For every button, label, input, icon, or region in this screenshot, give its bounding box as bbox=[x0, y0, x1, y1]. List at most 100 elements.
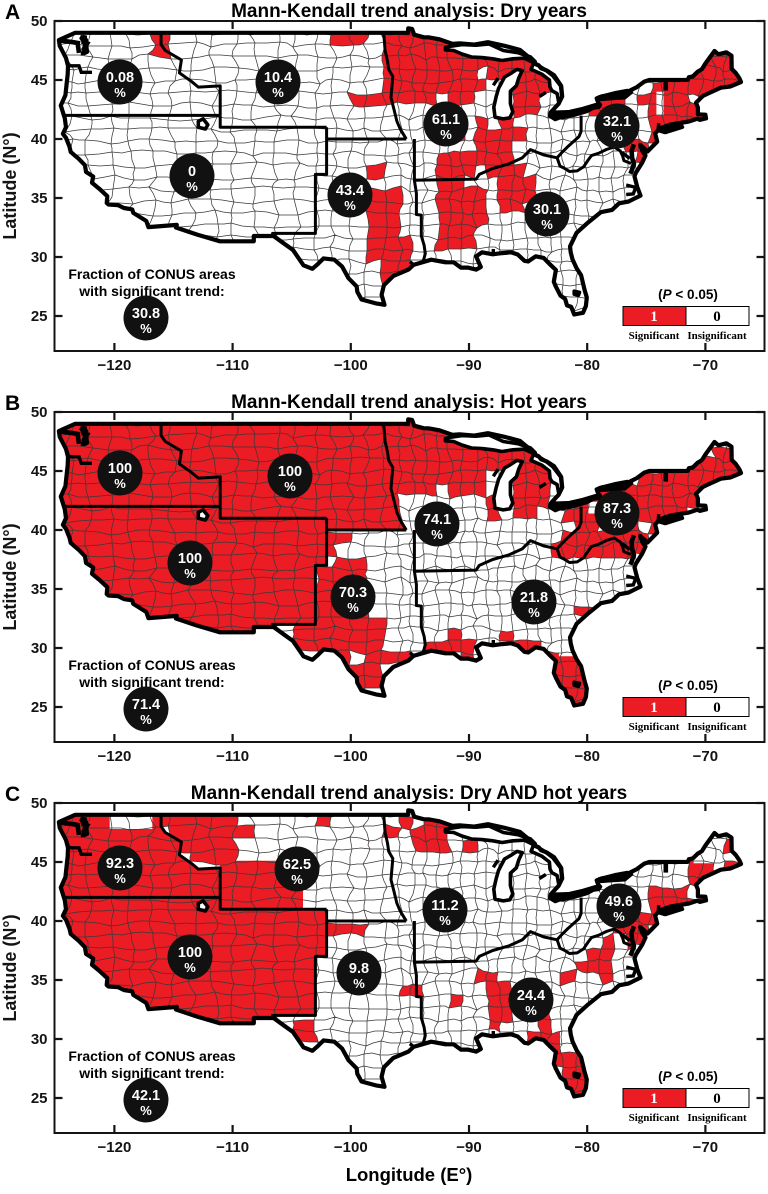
svg-text:%: % bbox=[439, 913, 451, 928]
svg-text:%: % bbox=[284, 479, 296, 494]
svg-text:−80: −80 bbox=[574, 357, 599, 374]
svg-text:45: 45 bbox=[31, 854, 48, 871]
svg-text:Latitude (N°): Latitude (N°) bbox=[0, 132, 20, 239]
svg-text:%: % bbox=[440, 127, 452, 142]
svg-text:%: % bbox=[431, 527, 443, 542]
svg-text:%: % bbox=[525, 1003, 537, 1018]
svg-text:−100: −100 bbox=[334, 748, 368, 765]
svg-text:50: 50 bbox=[31, 404, 48, 421]
svg-text:21.8: 21.8 bbox=[520, 590, 548, 606]
svg-text:Latitude (N°): Latitude (N°) bbox=[0, 914, 20, 1021]
svg-text:−120: −120 bbox=[98, 357, 132, 374]
svg-text:50: 50 bbox=[31, 13, 48, 30]
svg-text:25: 25 bbox=[31, 308, 48, 325]
svg-text:−110: −110 bbox=[216, 357, 249, 374]
svg-text:−70: −70 bbox=[693, 748, 718, 765]
svg-text:Mann-Kendall trend analysis: H: Mann-Kendall trend analysis: Hot years bbox=[231, 392, 587, 413]
svg-text:with significant trend:: with significant trend: bbox=[78, 1065, 224, 1081]
svg-text:%: % bbox=[140, 712, 152, 727]
svg-text:%: % bbox=[344, 198, 356, 213]
svg-text:92.3: 92.3 bbox=[106, 856, 134, 872]
svg-text:−100: −100 bbox=[334, 1139, 368, 1156]
svg-text:74.1: 74.1 bbox=[423, 512, 451, 528]
svg-text:9.8: 9.8 bbox=[349, 961, 369, 977]
svg-text:−80: −80 bbox=[574, 748, 599, 765]
svg-text:0: 0 bbox=[713, 1091, 721, 1107]
svg-text:42.1: 42.1 bbox=[132, 1088, 160, 1104]
svg-text:−90: −90 bbox=[456, 748, 481, 765]
svg-text:Significant: Significant bbox=[629, 721, 680, 733]
svg-text:−90: −90 bbox=[456, 357, 481, 374]
svg-text:(P < 0.05): (P < 0.05) bbox=[658, 678, 718, 693]
svg-text:%: % bbox=[611, 516, 623, 531]
svg-text:Significant: Significant bbox=[629, 330, 680, 342]
svg-text:0: 0 bbox=[188, 164, 196, 180]
svg-text:Insignificant: Insignificant bbox=[687, 721, 747, 733]
svg-text:30: 30 bbox=[31, 249, 48, 266]
svg-text:−90: −90 bbox=[456, 1139, 481, 1156]
svg-text:25: 25 bbox=[31, 1090, 48, 1107]
svg-text:−110: −110 bbox=[216, 748, 249, 765]
svg-text:100: 100 bbox=[178, 551, 202, 567]
svg-text:71.4: 71.4 bbox=[132, 697, 160, 713]
svg-text:−80: −80 bbox=[574, 1139, 599, 1156]
svg-text:%: % bbox=[528, 605, 540, 620]
svg-text:35: 35 bbox=[31, 581, 48, 598]
svg-text:30: 30 bbox=[31, 640, 48, 657]
svg-text:1: 1 bbox=[650, 309, 658, 325]
svg-text:30.1: 30.1 bbox=[533, 202, 561, 218]
svg-text:−70: −70 bbox=[693, 357, 718, 374]
svg-text:Fraction of CONUS areas: Fraction of CONUS areas bbox=[68, 266, 235, 282]
svg-text:with significant trend:: with significant trend: bbox=[78, 674, 224, 690]
svg-text:−120: −120 bbox=[98, 748, 132, 765]
svg-text:50: 50 bbox=[31, 795, 48, 812]
svg-text:Insignificant: Insignificant bbox=[687, 1112, 747, 1124]
svg-text:Longitude (E°): Longitude (E°) bbox=[346, 1164, 473, 1185]
svg-text:%: % bbox=[347, 600, 359, 615]
svg-text:%: % bbox=[114, 85, 126, 100]
svg-text:61.1: 61.1 bbox=[432, 112, 460, 128]
svg-text:Fraction of CONUS areas: Fraction of CONUS areas bbox=[68, 1048, 235, 1064]
svg-text:43.4: 43.4 bbox=[336, 183, 364, 199]
svg-text:Significant: Significant bbox=[629, 1112, 680, 1124]
svg-text:with significant trend:: with significant trend: bbox=[78, 283, 224, 299]
svg-text:30.8: 30.8 bbox=[132, 306, 160, 322]
svg-text:Fraction of CONUS areas: Fraction of CONUS areas bbox=[68, 657, 235, 673]
svg-text:45: 45 bbox=[31, 72, 48, 89]
svg-text:100: 100 bbox=[108, 461, 132, 477]
svg-text:100: 100 bbox=[278, 464, 302, 480]
svg-text:70.3: 70.3 bbox=[339, 585, 367, 601]
svg-text:Latitude (N°): Latitude (N°) bbox=[0, 523, 20, 630]
svg-text:40: 40 bbox=[31, 522, 48, 539]
svg-text:40: 40 bbox=[31, 913, 48, 930]
svg-text:24.4: 24.4 bbox=[517, 988, 545, 1004]
svg-text:10.4: 10.4 bbox=[264, 70, 292, 86]
svg-text:0: 0 bbox=[713, 309, 721, 325]
svg-text:0.08: 0.08 bbox=[106, 70, 134, 86]
svg-text:%: % bbox=[114, 476, 126, 491]
svg-text:B: B bbox=[5, 392, 20, 415]
svg-text:%: % bbox=[140, 321, 152, 336]
svg-text:%: % bbox=[186, 179, 198, 194]
svg-text:(P < 0.05): (P < 0.05) bbox=[658, 287, 718, 302]
svg-text:0: 0 bbox=[713, 700, 721, 716]
svg-text:%: % bbox=[541, 217, 553, 232]
svg-text:%: % bbox=[272, 85, 284, 100]
svg-text:A: A bbox=[5, 1, 20, 24]
svg-text:Insignificant: Insignificant bbox=[687, 330, 747, 342]
svg-text:%: % bbox=[184, 566, 196, 581]
svg-text:%: % bbox=[353, 976, 365, 991]
svg-text:−120: −120 bbox=[98, 1139, 132, 1156]
svg-text:11.2: 11.2 bbox=[431, 898, 458, 914]
svg-text:35: 35 bbox=[31, 190, 48, 207]
svg-text:−100: −100 bbox=[334, 357, 368, 374]
svg-text:%: % bbox=[613, 909, 625, 924]
svg-text:30: 30 bbox=[31, 1031, 48, 1048]
svg-text:32.1: 32.1 bbox=[603, 114, 631, 130]
svg-text:49.6: 49.6 bbox=[605, 894, 633, 910]
svg-text:100: 100 bbox=[178, 945, 202, 961]
svg-text:87.3: 87.3 bbox=[603, 501, 631, 517]
svg-text:%: % bbox=[114, 871, 126, 886]
svg-text:%: % bbox=[184, 960, 196, 975]
svg-text:35: 35 bbox=[31, 972, 48, 989]
